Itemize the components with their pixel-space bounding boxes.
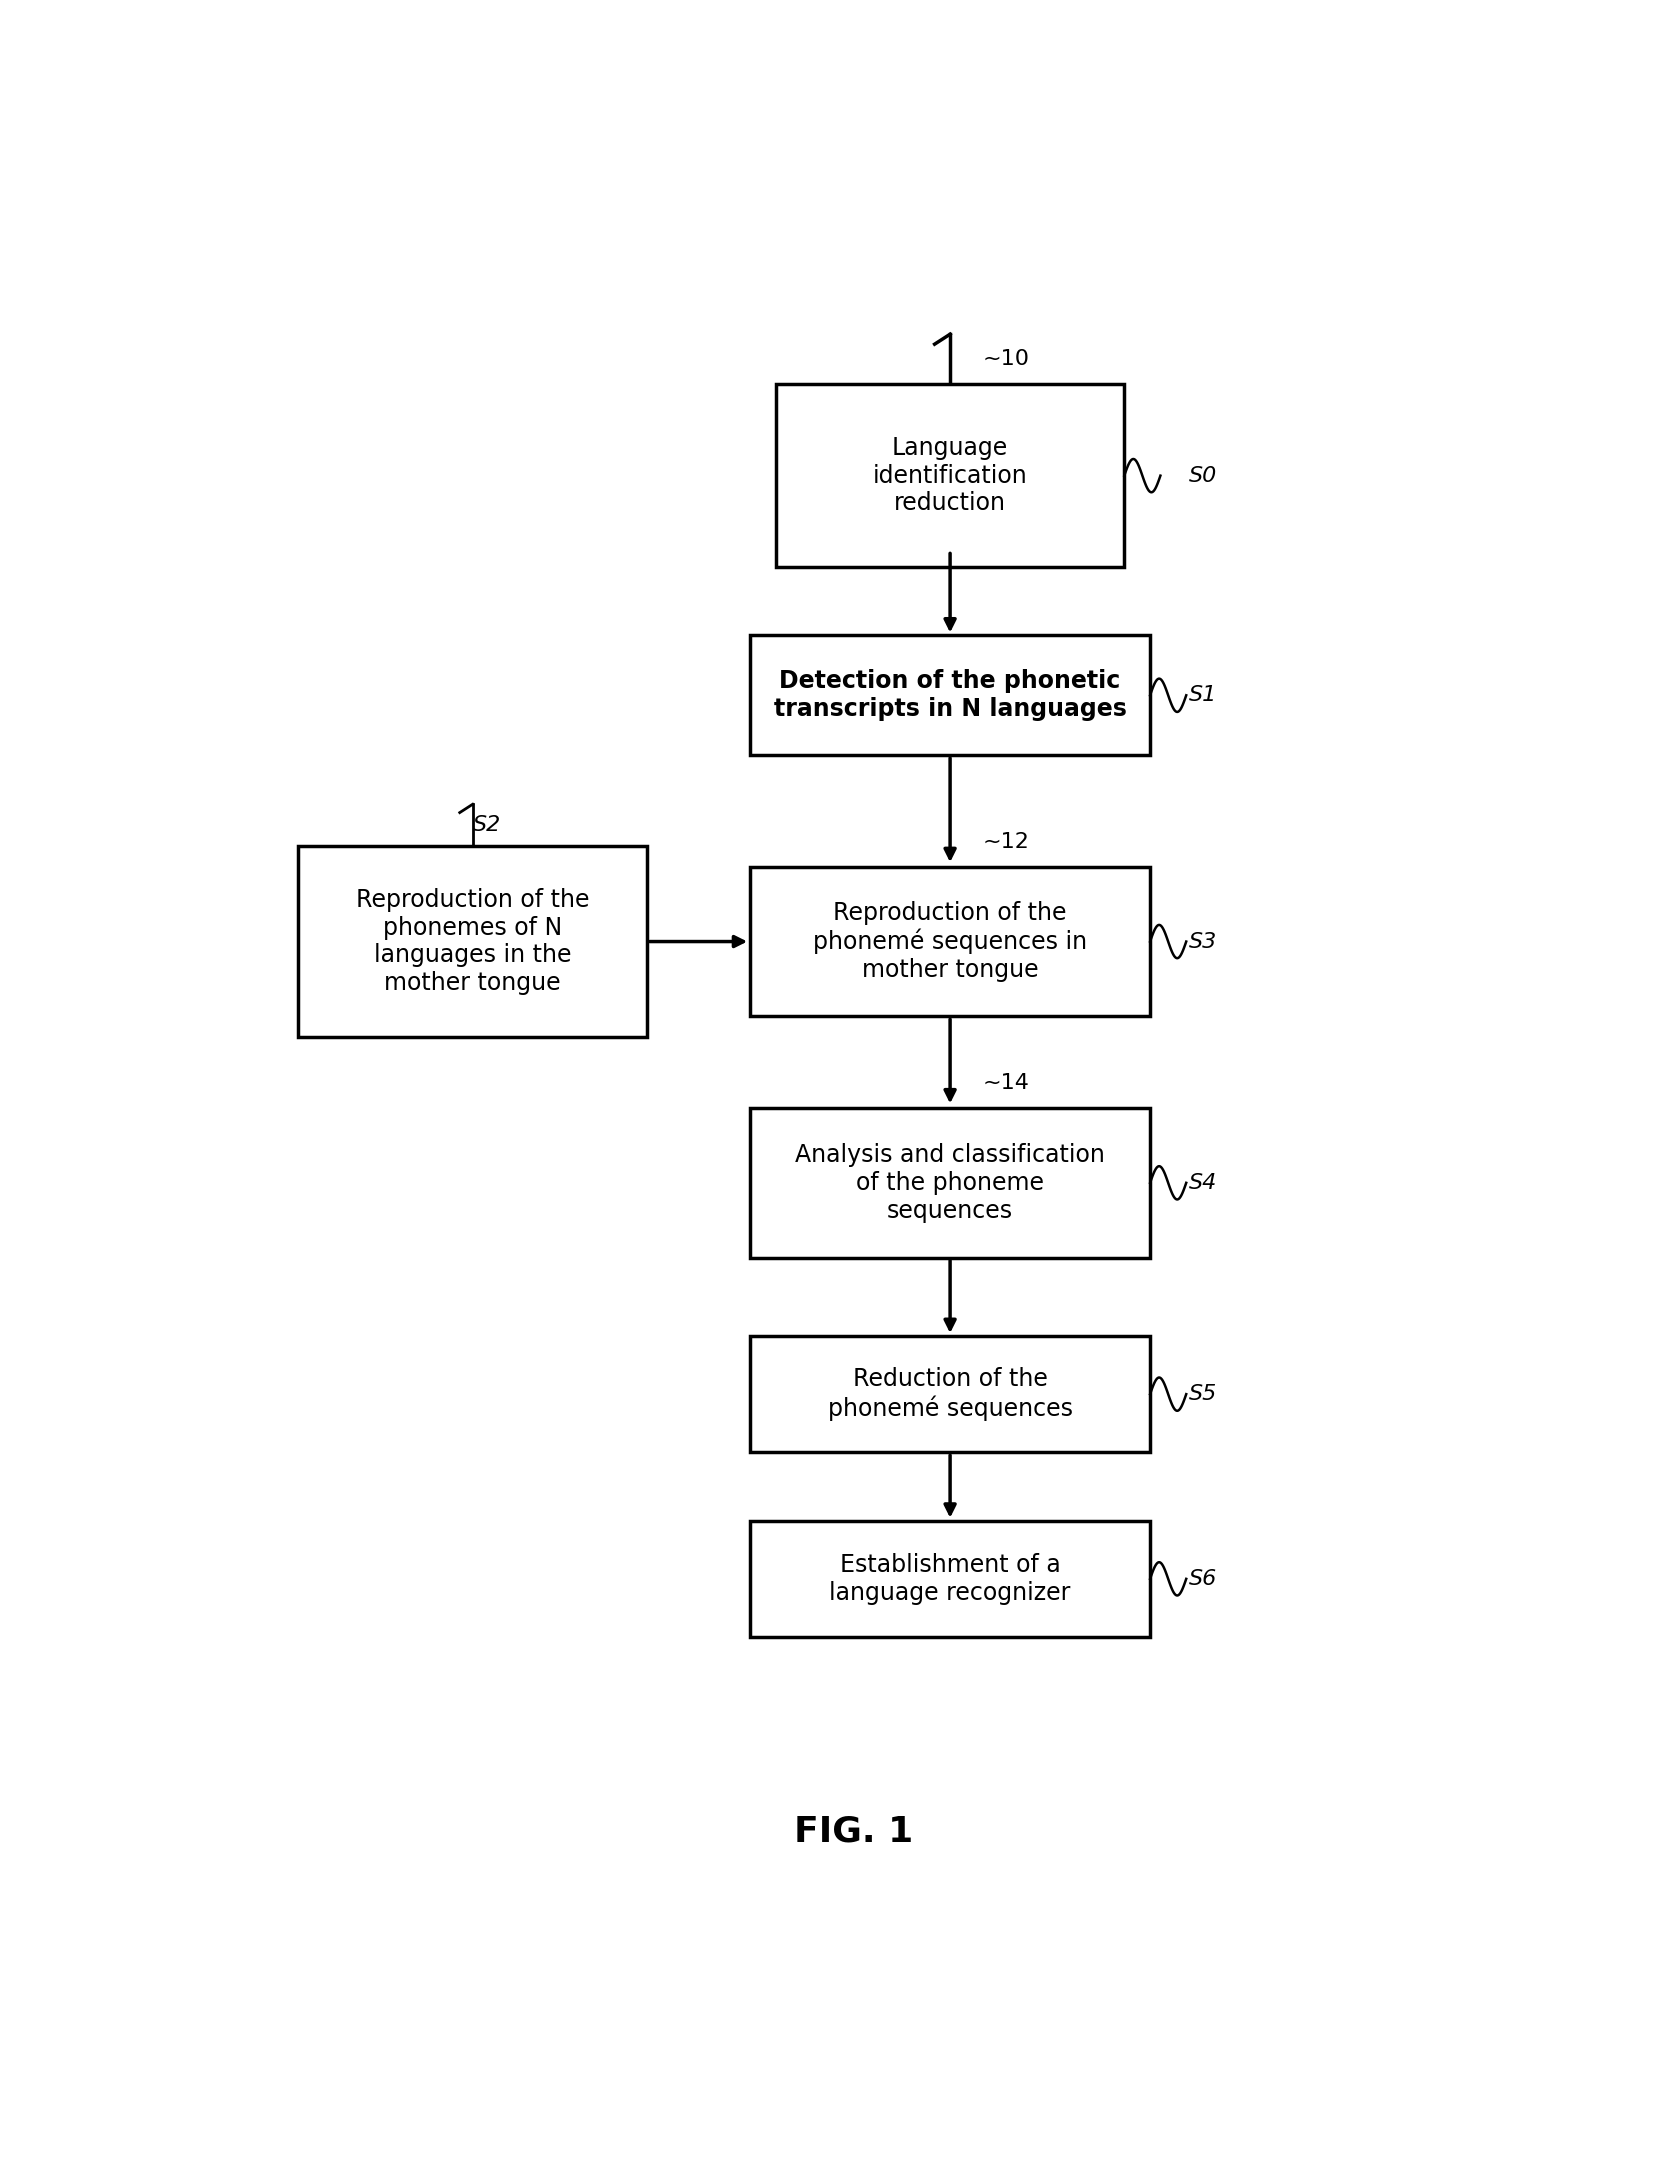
Text: Language
identification
reduction: Language identification reduction — [872, 437, 1027, 516]
Text: FIG. 1: FIG. 1 — [794, 1815, 912, 1850]
Text: S3: S3 — [1188, 931, 1216, 951]
Bar — [298, 845, 646, 1037]
Text: Analysis and classification
of the phoneme
sequences: Analysis and classification of the phone… — [795, 1143, 1105, 1223]
Text: S4: S4 — [1188, 1173, 1216, 1193]
Text: Establishment of a
language recognizer: Establishment of a language recognizer — [829, 1554, 1070, 1606]
Bar — [749, 635, 1150, 754]
Text: S0: S0 — [1188, 465, 1216, 486]
Bar — [749, 1109, 1150, 1258]
Text: ~14: ~14 — [982, 1074, 1028, 1093]
Text: Reproduction of the
phonemé sequences in
mother tongue: Reproduction of the phonemé sequences in… — [812, 901, 1087, 983]
Text: S1: S1 — [1188, 685, 1216, 704]
Text: Reduction of the
phonemé sequences: Reduction of the phonemé sequences — [827, 1368, 1072, 1422]
Bar — [749, 1521, 1150, 1638]
Text: Detection of the phonetic
transcripts in N languages: Detection of the phonetic transcripts in… — [774, 670, 1127, 722]
Bar — [775, 385, 1123, 566]
Bar — [749, 867, 1150, 1016]
Text: S2: S2 — [473, 815, 501, 834]
Text: Reproduction of the
phonemes of N
languages in the
mother tongue: Reproduction of the phonemes of N langua… — [356, 888, 589, 996]
Text: S5: S5 — [1188, 1385, 1216, 1405]
Text: ~12: ~12 — [982, 832, 1028, 851]
Text: S6: S6 — [1188, 1569, 1216, 1588]
Bar — [749, 1335, 1150, 1452]
Text: ~10: ~10 — [982, 350, 1028, 370]
